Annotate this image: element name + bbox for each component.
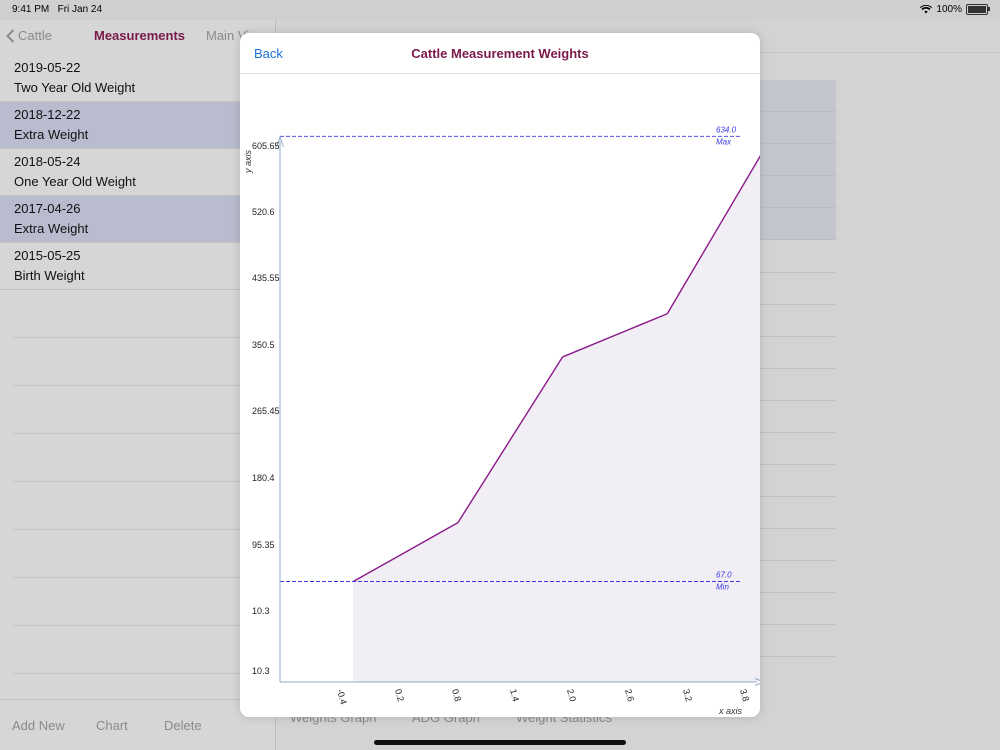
- empty-row: [12, 290, 275, 338]
- battery-icon: [966, 4, 990, 15]
- y-tick-label: 435.55: [252, 273, 280, 283]
- x-axis-arrow: [754, 678, 760, 686]
- main-view-button[interactable]: Main Vi: [206, 28, 250, 43]
- measurement-type: Extra Weight: [14, 221, 89, 236]
- detail-divider: [760, 592, 836, 593]
- status-right: 100%: [920, 4, 990, 15]
- list-item[interactable]: 2018-05-24 One Year Old Weight: [0, 149, 275, 196]
- y-tick-label: 265.45: [252, 406, 280, 416]
- detail-divider: [760, 272, 836, 273]
- detail-row: [760, 176, 836, 208]
- status-time-date: 9:41 PM Fri Jan 24: [12, 4, 103, 15]
- limit-name-label: Min: [716, 582, 729, 591]
- x-tick-label: 0.2: [393, 688, 406, 703]
- home-indicator: [374, 740, 626, 745]
- x-tick-label: -0.4: [335, 688, 349, 706]
- limit-name-label: Max: [716, 137, 732, 146]
- x-tick-label: 2.0: [565, 688, 578, 703]
- empty-row: [12, 626, 275, 674]
- x-axis-label: x axis: [718, 706, 743, 716]
- measurement-date: 2017-04-26: [14, 201, 81, 216]
- detail-divider: [760, 400, 836, 401]
- measurement-date: 2015-05-25: [14, 248, 81, 263]
- list-item[interactable]: 2015-05-25 Birth Weight: [0, 243, 275, 290]
- y-tick-label: 10.3: [252, 666, 270, 676]
- battery-percent: 100%: [936, 4, 962, 15]
- measurement-date: 2019-05-22: [14, 60, 81, 75]
- detail-divider: [760, 624, 836, 625]
- add-new-button[interactable]: Add New: [12, 718, 65, 733]
- measurements-list: 2019-05-22 Two Year Old Weight 2018-12-2…: [0, 55, 275, 674]
- empty-row: [12, 386, 275, 434]
- x-tick-label: 3.2: [681, 688, 694, 703]
- delete-button[interactable]: Delete: [164, 718, 202, 733]
- detail-divider: [760, 304, 836, 305]
- detail-row: [760, 144, 836, 176]
- series-line-segment: [562, 313, 668, 358]
- back-cattle-button[interactable]: Cattle: [6, 28, 52, 43]
- back-cattle-label: Cattle: [18, 28, 52, 43]
- y-axis-arrow: [276, 135, 284, 148]
- measurement-date: 2018-05-24: [14, 154, 81, 169]
- empty-row: [12, 530, 275, 578]
- empty-row: [12, 338, 275, 386]
- x-tick-label: 1.4: [508, 688, 521, 703]
- area-fill: [353, 156, 760, 682]
- series-line-segment: [352, 521, 459, 583]
- detail-divider: [760, 432, 836, 433]
- empty-row: [12, 482, 275, 530]
- chart-button[interactable]: Chart: [96, 718, 128, 733]
- limit-value-label: 67.0: [716, 570, 732, 579]
- modal-title: Cattle Measurement Weights: [411, 46, 589, 61]
- measurement-type: One Year Old Weight: [14, 174, 136, 189]
- empty-row: [12, 578, 275, 626]
- list-item[interactable]: 2019-05-22 Two Year Old Weight: [0, 55, 275, 102]
- series-line-segment: [666, 155, 760, 315]
- wifi-icon: [920, 5, 933, 14]
- measurement-type: Two Year Old Weight: [14, 80, 136, 95]
- status-bar: 9:41 PM Fri Jan 24 100%: [0, 0, 1000, 20]
- x-tick-label: 3.8: [738, 688, 751, 703]
- weights-chart: 634.0 Max 67.0 Min 10.3 10.3 95.35 180.4 265.45…: [243, 125, 760, 716]
- master-pane: Cattle Measurements Main Vi 2019-05-22 T…: [0, 20, 276, 750]
- x-tick-label: 2.6: [623, 688, 636, 703]
- detail-divider: [760, 560, 836, 561]
- chevron-left-icon: [6, 28, 15, 43]
- limit-value-label: 634.0: [716, 125, 737, 134]
- detail-divider: [760, 336, 836, 337]
- detail-divider: [760, 368, 836, 369]
- y-tick-label: 10.3: [252, 606, 270, 616]
- empty-row: [12, 434, 275, 482]
- master-navbar: Cattle Measurements Main Vi: [0, 20, 275, 52]
- detail-row: [760, 80, 836, 112]
- detail-row: [760, 208, 836, 240]
- detail-divider: [760, 464, 836, 465]
- measurement-date: 2018-12-22: [14, 107, 81, 122]
- master-toolbar: Add New Chart Delete: [0, 699, 275, 750]
- y-tick-label: 520.6: [252, 207, 275, 217]
- modal-header: Back Cattle Measurement Weights: [240, 33, 760, 74]
- back-button[interactable]: Back: [254, 46, 283, 61]
- list-item[interactable]: 2018-12-22 Extra Weight: [0, 102, 275, 149]
- y-axis-label: y axis: [243, 149, 253, 174]
- chart-modal: Back Cattle Measurement Weights 634.0 Max…: [240, 33, 760, 717]
- y-tick-label: 180.4: [252, 473, 275, 483]
- detail-divider: [760, 528, 836, 529]
- measurement-type: Extra Weight: [14, 127, 89, 142]
- detail-divider: [760, 656, 836, 657]
- y-tick-label: 350.5: [252, 340, 275, 350]
- detail-divider: [760, 496, 836, 497]
- list-item[interactable]: 2017-04-26 Extra Weight: [0, 196, 275, 243]
- y-tick-label: 605.65: [252, 141, 280, 151]
- x-tick-label: 0.8: [450, 688, 463, 703]
- detail-row: [760, 112, 836, 144]
- y-tick-label: 95.35: [252, 540, 275, 550]
- page-title: Measurements: [94, 28, 186, 43]
- measurement-type: Birth Weight: [14, 268, 85, 283]
- series-line-segment: [457, 356, 564, 523]
